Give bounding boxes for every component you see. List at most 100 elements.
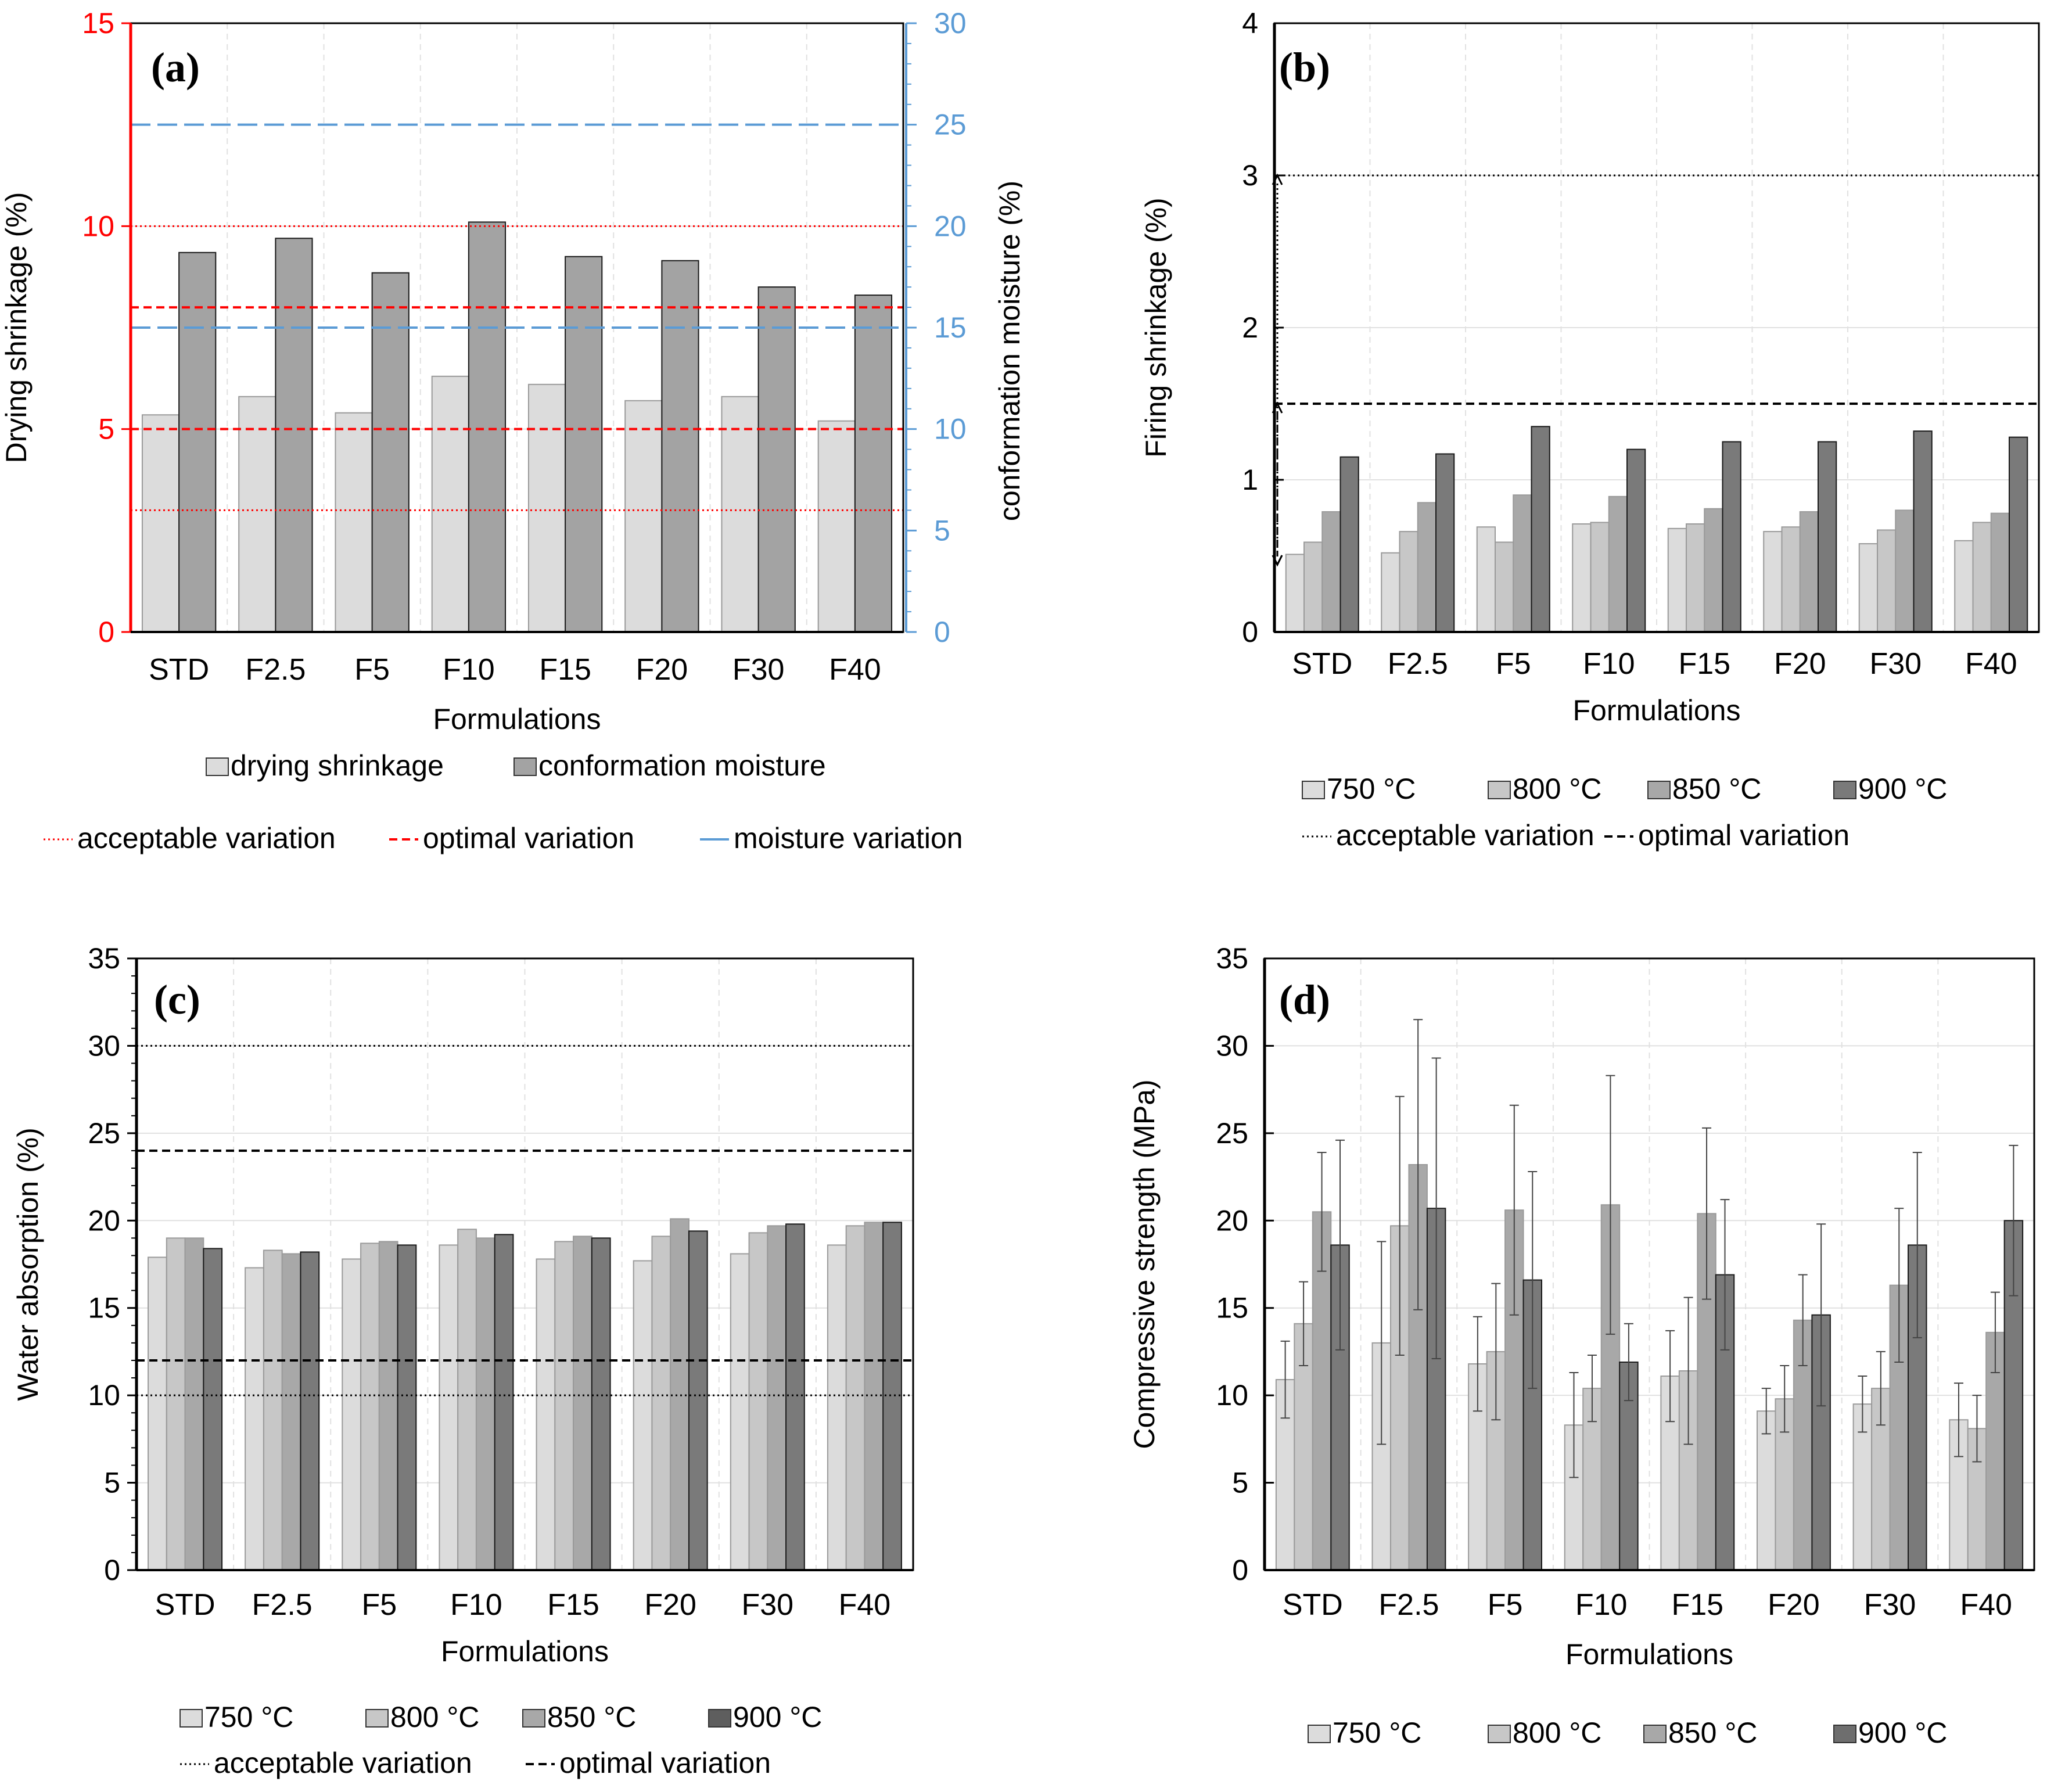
x-tick-label: F2.5	[252, 1588, 313, 1622]
y-tick-label: 25	[1216, 1117, 1248, 1150]
chart-b-firing-shrinkage: 0 1 2 3 4 STD F2.5 F5 F10 F15 F20 F30 F40 Formulation…	[1140, 7, 2040, 852]
bar-b-850-c-f15	[1704, 508, 1723, 633]
legend-swatch	[1643, 1725, 1667, 1743]
x-axis-title: Formulations	[433, 703, 601, 735]
x-tick-label: F5	[361, 1588, 397, 1622]
y-tick-label: 20	[1216, 1204, 1248, 1237]
y-tick-label: 1	[1242, 464, 1258, 496]
y-tick-label: 2	[1242, 311, 1258, 344]
legend-swatch	[179, 1709, 203, 1728]
y-tick-label: 4	[1242, 7, 1258, 39]
bar-b-800-c-f10	[1590, 522, 1610, 633]
y2-tick-label: 5	[934, 514, 950, 547]
legend-item: 750 °C	[1308, 1716, 1421, 1749]
bar-c-750-c-f30	[730, 1253, 750, 1571]
legend-label: 900 °C	[1858, 1716, 1947, 1749]
x-tick-label: F20	[644, 1588, 696, 1622]
x-tick-label: STD	[155, 1588, 216, 1622]
bar-c-850-c-std	[184, 1237, 204, 1571]
bar-c-750-c-f20	[633, 1260, 653, 1571]
legend-swatch	[365, 1709, 389, 1728]
y-tick-label: 0	[1242, 616, 1258, 648]
legend-label: optimal variation	[423, 822, 634, 854]
legend-label: 900 °C	[733, 1701, 822, 1733]
y2-tick-label: 0	[934, 616, 950, 648]
bar-b-800-c-std	[1303, 541, 1323, 633]
bar-c-850-c-f15	[573, 1236, 592, 1571]
y-tick-label: 10	[1216, 1379, 1248, 1412]
bar-b-900-c-f5	[1531, 426, 1550, 633]
bars	[1285, 426, 2028, 633]
bar-c-850-c-f5	[378, 1241, 398, 1571]
x-tick-label: F30	[1864, 1588, 1916, 1622]
x-tick-label: F20	[1768, 1588, 1820, 1622]
legend-swatch	[206, 757, 229, 776]
bar-b-850-c-f10	[1608, 495, 1628, 633]
y-axis-title: Drying shrinkage (%)	[0, 192, 33, 464]
y-tick-label: 0	[98, 616, 114, 648]
bar-d-750-c-f20	[1757, 1410, 1776, 1571]
y-axis-title: Water absorption (%)	[12, 1127, 44, 1401]
bar-c-750-c-f15	[536, 1258, 556, 1571]
bar-b-900-c-std	[1339, 456, 1359, 633]
y-tick-label: 20	[88, 1204, 120, 1237]
legend-item: optimal variation	[1604, 819, 1850, 852]
bar-a-drying-shrinkage-f5	[335, 412, 373, 633]
bar-b-850-c-f2-5	[1417, 502, 1437, 633]
x-tick-label: F10	[443, 653, 495, 687]
bar-c-900-c-f2-5	[300, 1251, 320, 1571]
legend-label: acceptable variation	[77, 822, 336, 854]
bar-a-drying-shrinkage-f20	[624, 400, 663, 633]
legend-item: 900 °C	[1833, 773, 1947, 805]
y-axis-title: Firing shrinkage (%)	[1140, 197, 1172, 457]
bar-a-conformation-moisture-f10	[468, 221, 507, 633]
legend-swatch	[1488, 781, 1511, 799]
legend-item: 900 °C	[1833, 1716, 1947, 1749]
bar-b-750-c-std	[1285, 554, 1305, 633]
bar-c-750-c-f10	[439, 1244, 459, 1571]
x-tick-label: F15	[1678, 647, 1730, 681]
x-tick-label: F30	[1869, 647, 1922, 681]
y-tick-label: 30	[1216, 1029, 1248, 1062]
x-tick-label: F5	[1488, 1588, 1523, 1622]
bar-c-800-c-f40	[845, 1225, 866, 1571]
bar-c-900-c-f20	[688, 1230, 708, 1571]
x-tick-label: F2.5	[245, 653, 306, 687]
bar-c-800-c-f5	[360, 1242, 380, 1571]
bar-c-800-c-f20	[651, 1236, 671, 1571]
legend-label: drying shrinkage	[231, 749, 444, 782]
legend-item: 850 °C	[1647, 773, 1761, 805]
legend-swatch	[522, 1709, 545, 1728]
bar-c-750-c-std	[148, 1256, 167, 1571]
bar-c-900-c-f15	[591, 1237, 611, 1571]
legend-label: 750 °C	[204, 1701, 293, 1733]
x-tick-label: STD	[1292, 647, 1352, 681]
bar-a-conformation-moisture-f5	[371, 272, 410, 633]
bar-c-800-c-f15	[554, 1241, 574, 1571]
legend-item: 850 °C	[1643, 1716, 1757, 1749]
bar-b-750-c-f2-5	[1381, 552, 1400, 633]
y-tick-label: 5	[1232, 1467, 1248, 1499]
legend-item: 850 °C	[522, 1701, 636, 1733]
panel-label: (c)	[154, 976, 200, 1023]
bar-a-conformation-moisture-std	[178, 252, 217, 633]
y2-tick-label: 10	[934, 413, 967, 446]
legend-label: 750 °C	[1327, 773, 1416, 805]
bar-a-drying-shrinkage-f2-5	[238, 396, 276, 633]
legend-swatch	[1308, 1725, 1331, 1743]
legend-swatch	[1833, 781, 1856, 799]
chart-d-compressive-strength: 0 5 10 15 20 25 30 35 STD F2.5 F5 F10 F15 F20 F30 F40 Fo…	[1128, 942, 2035, 1749]
legend-swatch	[1302, 781, 1325, 799]
bar-d-850-c-f40	[1985, 1331, 2005, 1571]
bar-b-750-c-f20	[1763, 531, 1783, 633]
bar-b-800-c-f2-5	[1399, 531, 1418, 633]
bar-b-850-c-f20	[1799, 511, 1819, 633]
chart-a-drying-shrinkage: 0 5 10 15 0 5 10 15 20 25 30 conformation moisture …	[0, 7, 1022, 854]
bar-c-850-c-f2-5	[281, 1253, 301, 1571]
bar-c-800-c-std	[166, 1237, 186, 1571]
x-axis-title: Formulations	[1573, 694, 1741, 727]
bar-b-900-c-f10	[1626, 448, 1646, 633]
x-tick-label: F15	[539, 653, 591, 687]
bar-c-900-c-std	[203, 1248, 223, 1571]
bar-c-850-c-f40	[864, 1222, 884, 1571]
